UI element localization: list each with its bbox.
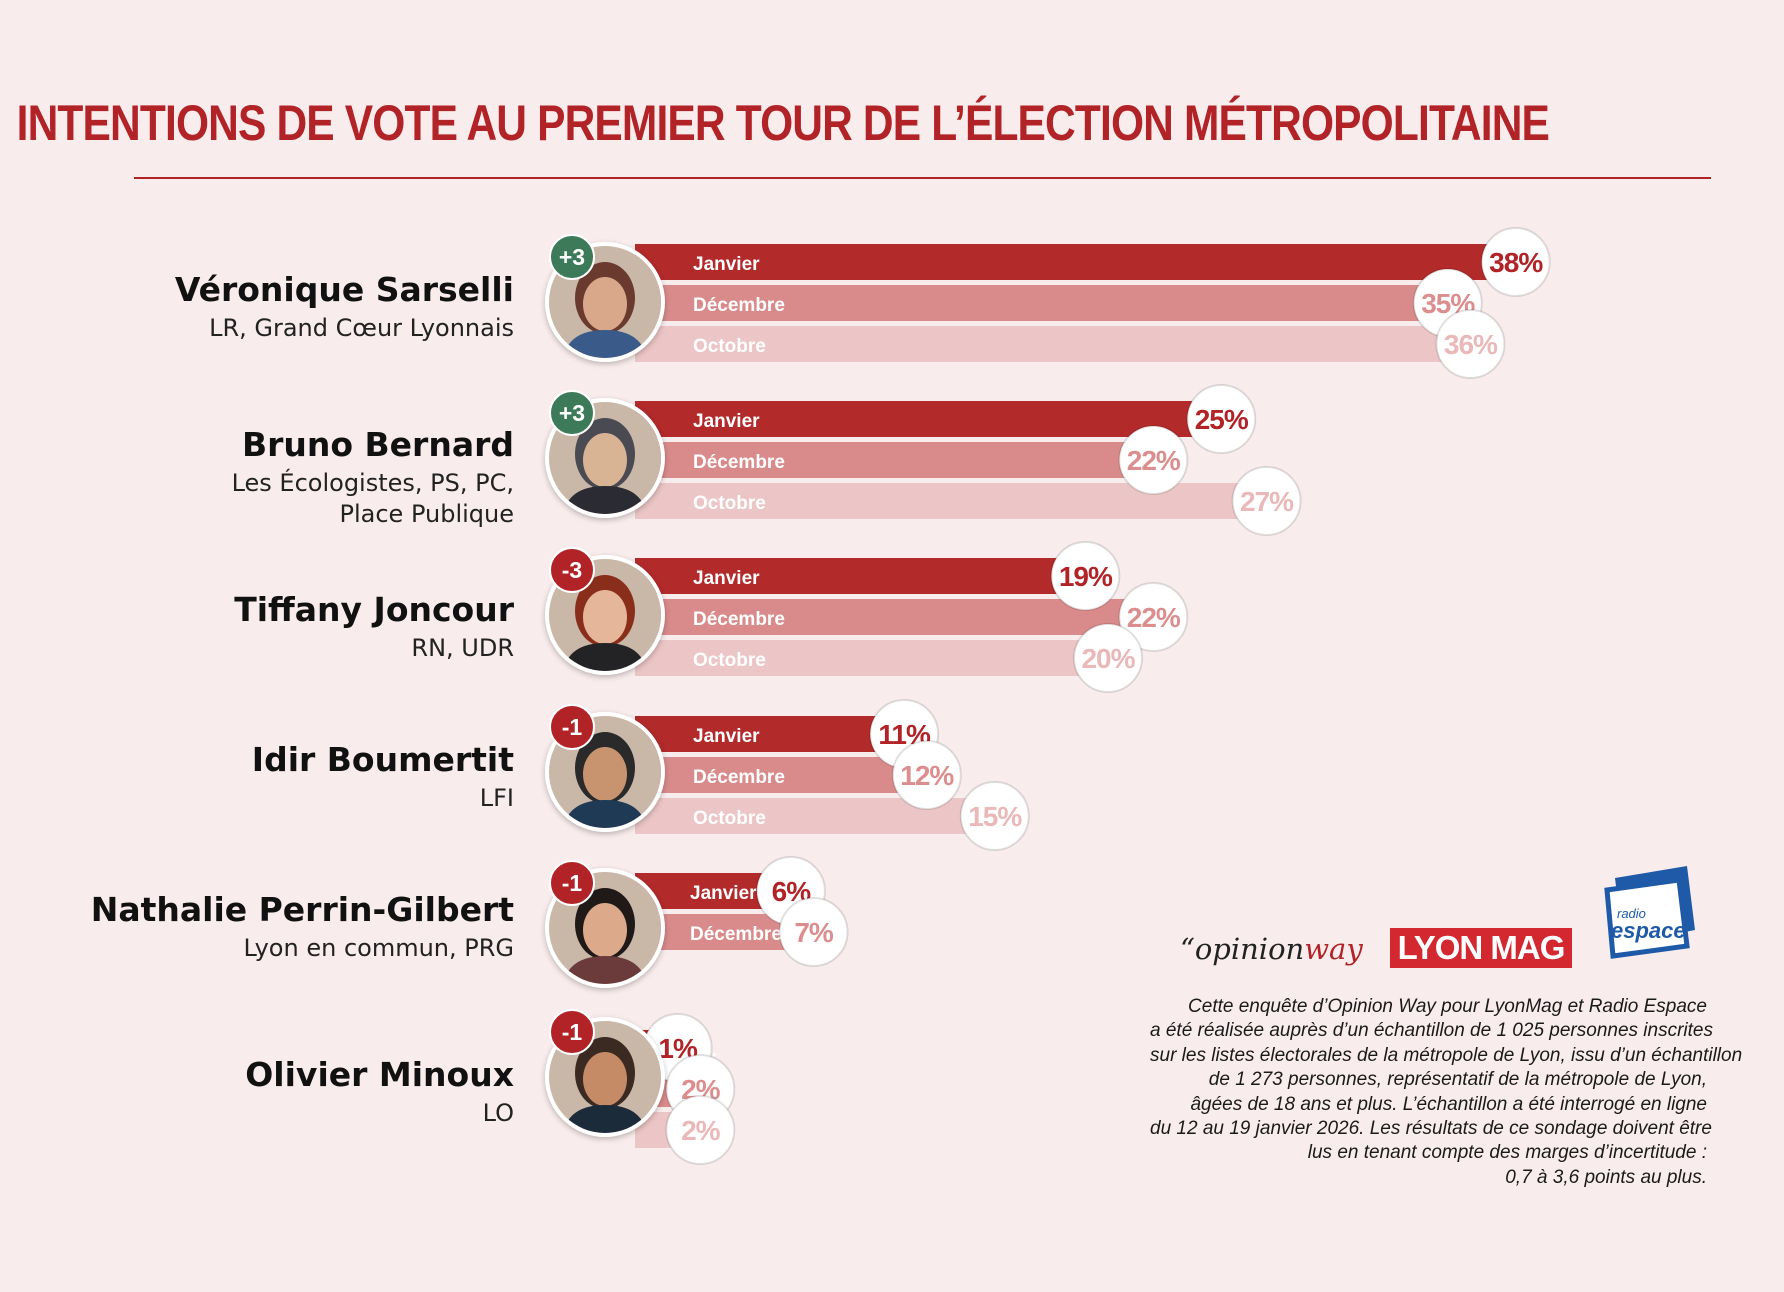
bar-month-label: Décembre (693, 295, 785, 316)
bar-month-label: Janvier (693, 254, 760, 275)
sponsor-logos: “opinionway LYON MAG radio espace (1170, 860, 1710, 980)
lyonmag-logo: LYON MAG (1390, 928, 1572, 968)
footnote-line: sur les listes électorales de la métropo… (1150, 1044, 1743, 1066)
candidate-name: Tiffany Joncour (234, 590, 514, 629)
bar-month-label: Octobre (693, 336, 766, 357)
candidate-party: RN, UDR (411, 634, 514, 662)
bar-month-label: Octobre (693, 808, 766, 829)
change-badge: -1 (549, 1009, 595, 1055)
opinionway-main: opinion (1194, 932, 1305, 966)
candidate-party: LO (482, 1099, 514, 1127)
footnote-line: 0,7 à 3,6 points au plus. (1505, 1166, 1707, 1188)
value-label: 12% (900, 760, 954, 791)
value-bubble (891, 740, 962, 810)
candidate-portrait (545, 712, 665, 832)
change-badge: +3 (549, 390, 595, 436)
value-label: 22% (1127, 602, 1181, 633)
opinionway-quote: “ (1180, 932, 1195, 966)
portrait-photo-icon (549, 872, 661, 984)
title-divider (134, 177, 1711, 179)
value-bubble (959, 781, 1030, 851)
footnote-line: âgées de 18 ans et plus. L’échantillon a… (1190, 1093, 1707, 1115)
value-label: 22% (1127, 445, 1181, 476)
candidate-party: LR, Grand Cœur Lyonnais (209, 314, 514, 342)
candidate-name: Nathalie Perrin-Gilbert (90, 890, 514, 929)
change-badge: +3 (549, 234, 595, 280)
bar-month-label: Décembre (693, 609, 785, 630)
bar-month-label: Janvier (693, 568, 760, 589)
bar-janvier (635, 401, 1222, 437)
candidate-bar-group: Janvier Décembre Octobre 25% 22% 27% (635, 384, 1302, 536)
candidate-party: Place Publique (339, 500, 514, 528)
value-label: 27% (1240, 486, 1294, 517)
footnote-line: du 12 au 19 janvier 2026. Les résultats … (1150, 1118, 1712, 1140)
change-badge: -1 (549, 860, 595, 906)
value-label: 7% (794, 917, 834, 948)
value-label: 19% (1059, 561, 1113, 592)
candidate-name: Olivier Minoux (245, 1055, 514, 1094)
candidate-bar-group: Janvier Décembre Octobre 19% 22% 20% (635, 541, 1189, 693)
survey-methodology-note: Cette enquête d’Opinion Way pour LyonMag… (1150, 995, 1743, 1190)
value-bubble (1118, 582, 1189, 652)
candidate-name: Idir Boumertit (251, 740, 514, 779)
bar-month-label: Octobre (693, 650, 766, 671)
value-label: 38% (1489, 247, 1543, 278)
bar-month-label: Janvier (693, 726, 760, 747)
bar-month-label: Octobre (693, 493, 766, 514)
value-bubble (1050, 541, 1121, 611)
footnote-line: de 1 273 personnes, représentatif de la … (1208, 1069, 1707, 1091)
change-badge: -3 (549, 547, 595, 593)
candidate-party: Les Écologistes, PS, PC, (231, 469, 514, 497)
value-bubble (1435, 309, 1506, 379)
bar-month-label: Janvier (690, 883, 757, 904)
change-badge: -1 (549, 704, 595, 750)
candidate-party: LFI (479, 784, 514, 812)
value-label: 2% (681, 1115, 721, 1146)
radio-logo-top-text: radio (1617, 906, 1646, 921)
value-bubble (1480, 227, 1551, 297)
footnote-line: a été réalisée auprès d’un échantillon d… (1150, 1020, 1713, 1042)
bar-decembre (635, 599, 1154, 635)
value-bubble (1073, 623, 1143, 693)
chart-title: INTENTIONS DE VOTE AU PREMIER TOUR DE L’… (16, 95, 1550, 151)
bar-month-label: Décembre (690, 924, 782, 945)
value-label: 25% (1195, 404, 1249, 435)
bar-decembre (635, 442, 1154, 478)
radio-logo-front (1604, 877, 1690, 959)
value-label: 20% (1081, 643, 1135, 674)
candidate-name: Bruno Bernard (241, 425, 514, 464)
bar-decembre (635, 757, 927, 793)
bar-octobre (635, 640, 1108, 676)
value-bubble (1186, 384, 1257, 454)
value-label: 15% (968, 801, 1022, 832)
bar-month-label: Décembre (693, 452, 785, 473)
value-bubble (665, 1095, 736, 1165)
candidate-bar-group: Jan.Déc.Oct.1%2%2% (635, 1013, 736, 1165)
value-bubble (778, 897, 849, 967)
bar-janvier (635, 716, 905, 752)
bar-janvier (635, 244, 1516, 280)
opinionway-accent: way (1304, 932, 1363, 966)
bar-octobre (635, 326, 1471, 362)
radio-espace-logo: radio espace (1604, 866, 1695, 959)
value-bubble (1231, 466, 1302, 536)
candidate-name: Véronique Sarselli (174, 270, 514, 309)
bar-month-label: Décembre (693, 767, 785, 788)
bar-month-label: Janvier (693, 411, 760, 432)
opinionway-logo: “opinionway (1180, 932, 1363, 966)
value-label: 36% (1444, 329, 1498, 360)
candidate-party: Lyon en commun, PRG (243, 934, 514, 962)
value-bubble (1118, 425, 1189, 495)
bar-janvier (635, 558, 1086, 594)
radio-logo-bottom-text: espace (1611, 918, 1686, 943)
footnote-line: lus en tenant compte des marges d’incert… (1307, 1142, 1707, 1164)
footnote-line: Cette enquête d’Opinion Way pour LyonMag… (1188, 996, 1707, 1017)
bar-decembre (635, 285, 1448, 321)
candidate-portrait (545, 868, 665, 988)
